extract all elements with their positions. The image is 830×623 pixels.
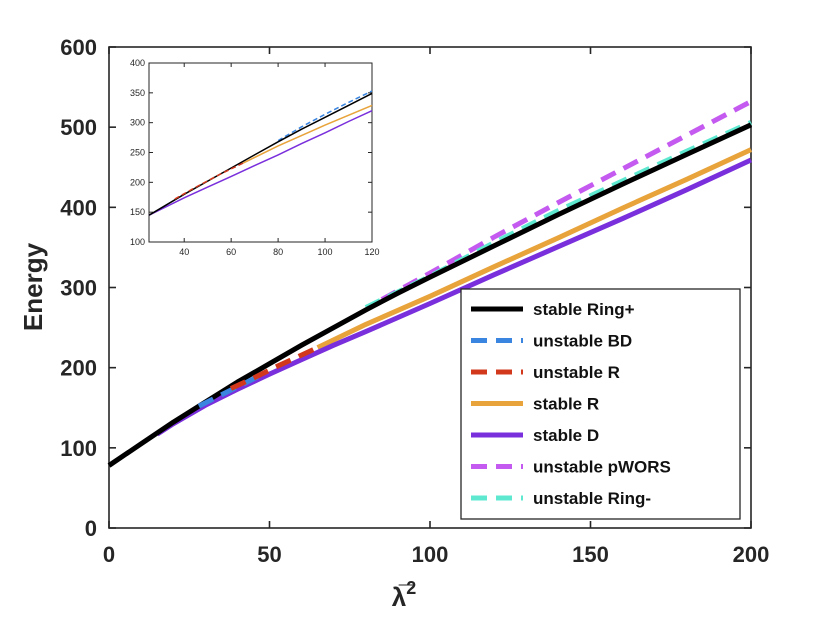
x-tick-label: 100 [412,542,449,567]
x-axis-label-superscript: 2 [406,578,416,598]
inset-x-tick-label: 120 [364,247,379,257]
series-line-unstable-r [229,345,319,391]
legend-entry-label: unstable pWORS [533,458,671,477]
y-tick-label: 600 [60,35,97,60]
inset-series-line-series-0 [148,110,373,216]
inset-x-tick-label: 60 [226,247,236,257]
inset-x-tick-label: 80 [273,247,283,257]
inset-series-line-series-4 [174,162,244,200]
inset-y-tick-label: 350 [130,88,145,98]
legend-entry-label: stable D [533,426,599,445]
legend-entry-label: unstable Ring- [533,489,651,508]
inset-y-tick-label: 150 [130,207,145,217]
legend-entry-label: stable R [533,395,599,414]
x-axis-label: λ̅2 [392,578,416,612]
y-tick-label: 100 [60,436,97,461]
inset-plot-frame [148,62,373,243]
inset-x-tick-label: 40 [179,247,189,257]
series-line-stable-r [316,147,753,350]
inset-y-tick-label: 400 [130,58,145,68]
x-tick-label: 0 [103,542,115,567]
y-tick-label: 300 [60,276,97,301]
inset-series-line-series-3 [148,92,373,216]
x-tick-label: 200 [733,542,770,567]
legend-entry-label: unstable R [533,363,620,382]
legend-entry-label: unstable BD [533,332,632,351]
legend: stable Ring+ unstable BD unstable R stable … [460,288,741,520]
y-tick-label: 200 [60,356,97,381]
inset-y-tick-label: 300 [130,118,145,128]
legend-entry-label: stable Ring+ [533,300,635,319]
series-line-stable-ring [107,122,753,468]
y-tick-label: 500 [60,115,97,140]
series-line-unstable-pwors [380,99,753,302]
x-tick-label: 50 [257,542,281,567]
inset-series-line-series-2 [277,90,373,142]
inset-y-tick-label: 100 [130,237,145,247]
y-axis-label: Energy [18,242,48,331]
y-tick-label: 400 [60,195,97,220]
x-tick-label: 150 [572,542,609,567]
inset-x-tick-label: 100 [318,247,333,257]
y-tick-label: 0 [85,516,97,541]
series-line-unstable-ring [364,120,753,310]
inset-y-tick-label: 250 [130,148,145,158]
inset-y-tick-label: 200 [130,177,145,187]
inset-plot: 40 60 80 100 120 100 150 200 250 300 350 400 [130,58,380,257]
inset-series-line-series-1 [242,104,373,164]
